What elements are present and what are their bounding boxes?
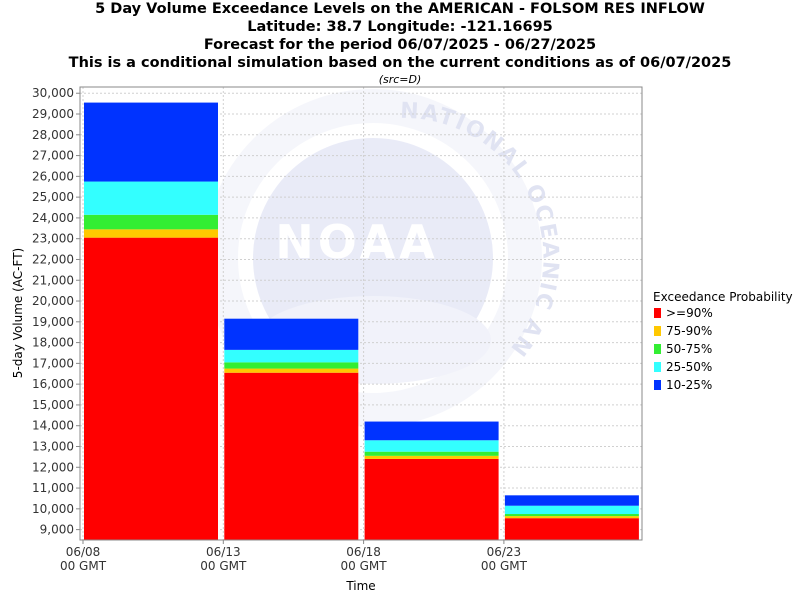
x-tick-label-date: 06/13 <box>206 545 241 559</box>
bar-0-segment-0 <box>84 237 218 540</box>
legend-label: 25-50% <box>666 360 712 374</box>
y-tick-label: 19,000 <box>32 315 74 329</box>
y-tick-label: 21,000 <box>32 273 74 287</box>
y-tick-label: 16,000 <box>32 377 74 391</box>
legend-label: >=90% <box>666 306 713 320</box>
legend-swatch <box>654 362 661 372</box>
legend-swatch <box>654 344 661 354</box>
y-tick-label: 9,000 <box>40 523 74 537</box>
legend-label: 50-75% <box>666 342 712 356</box>
y-tick-label: 27,000 <box>32 149 74 163</box>
y-tick-label: 11,000 <box>32 481 74 495</box>
bar-1-segment-3 <box>224 349 359 363</box>
watermark-logo-text: NOAA <box>275 215 439 269</box>
bar-3-segment-1 <box>504 516 639 519</box>
bar-3-segment-4 <box>504 495 639 506</box>
bar-1-segment-4 <box>224 318 359 350</box>
x-tick-label-date: 06/23 <box>487 545 522 559</box>
x-axis-label: Time <box>345 579 375 593</box>
axes <box>79 86 643 541</box>
bar-0-segment-2 <box>84 214 218 230</box>
title-line-3: Forecast for the period 06/07/2025 - 06/… <box>203 37 597 53</box>
bar-3-segment-0 <box>504 518 639 540</box>
y-tick-label: 15,000 <box>32 398 74 412</box>
y-tick-label: 12,000 <box>32 460 74 474</box>
legend-swatch <box>654 326 661 336</box>
y-tick-label: 28,000 <box>32 128 74 142</box>
x-tick-label-time: 00 GMT <box>200 559 247 573</box>
title-line-4: This is a conditional simulation based o… <box>68 55 732 71</box>
legend-swatch <box>654 380 661 390</box>
y-tick-label: 26,000 <box>32 169 74 183</box>
bar-1-segment-1 <box>224 368 359 373</box>
y-tick-label: 29,000 <box>32 107 74 121</box>
y-tick-label: 23,000 <box>32 232 74 246</box>
legend-label: 75-90% <box>666 324 712 338</box>
title-line-2: Latitude: 38.7 Longitude: -121.16695 <box>247 19 553 35</box>
x-tick-label-date: 06/08 <box>66 545 101 559</box>
bar-0-segment-3 <box>84 181 218 215</box>
chart-subtitle: (src=D) <box>378 73 422 86</box>
y-axis-label: 5-day Volume (AC-FT) <box>11 248 25 378</box>
x-tick-label-time: 00 GMT <box>60 559 107 573</box>
bar-1-segment-2 <box>224 362 359 369</box>
chart-titles: 5 Day Volume Exceedance Levels on the AM… <box>0 0 800 86</box>
y-tick-label: 30,000 <box>32 86 74 100</box>
x-tick-label-time: 00 GMT <box>341 559 388 573</box>
y-tick-label: 17,000 <box>32 356 74 370</box>
bar-2-segment-2 <box>364 451 499 456</box>
bar-3-segment-3 <box>504 505 639 515</box>
y-tick-label: 22,000 <box>32 252 74 266</box>
legend-label: 10-25% <box>666 378 712 392</box>
bar-0-segment-4 <box>84 102 218 182</box>
x-tick-label-time: 00 GMT <box>481 559 528 573</box>
title-line-1: 5 Day Volume Exceedance Levels on the AM… <box>95 1 705 17</box>
y-tick-label: 10,000 <box>32 502 74 516</box>
x-tick-label-date: 06/18 <box>346 545 381 559</box>
bar-2-segment-1 <box>364 455 499 459</box>
y-tick-label: 25,000 <box>32 190 74 204</box>
legend: Exceedance Probability >=90% 75-90% 50-75% 2… <box>653 290 793 392</box>
y-tick-label: 13,000 <box>32 439 74 453</box>
bar-2-segment-4 <box>364 421 499 441</box>
y-tick-label: 20,000 <box>32 294 74 308</box>
y-axis-ticks: 9,000 10,000 11,000 12,000 13,000 14,000 15,00… <box>32 86 80 537</box>
bar-2-segment-0 <box>364 458 499 540</box>
bar-2-segment-3 <box>364 440 499 452</box>
legend-swatch <box>654 308 661 318</box>
bars <box>84 102 639 540</box>
y-tick-label: 24,000 <box>32 211 74 225</box>
y-tick-label: 18,000 <box>32 336 74 350</box>
bar-1-segment-0 <box>224 372 359 540</box>
legend-title: Exceedance Probability <box>653 290 793 304</box>
y-tick-label: 14,000 <box>32 419 74 433</box>
bar-3-segment-2 <box>504 514 639 517</box>
plot-frame <box>79 86 643 541</box>
bar-0-segment-1 <box>84 229 218 238</box>
